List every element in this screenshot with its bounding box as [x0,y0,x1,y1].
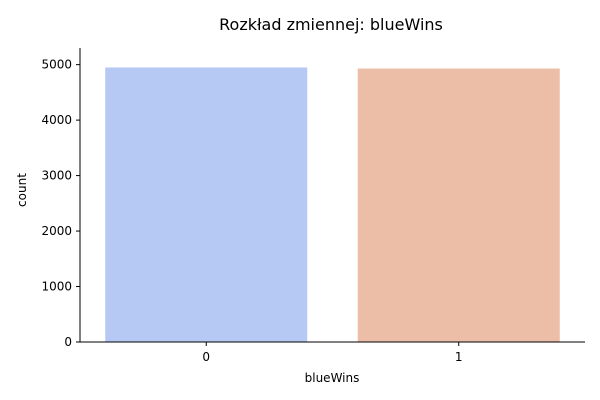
x-tick-label: 1 [455,350,463,364]
y-tick-label: 2000 [41,224,72,238]
y-tick-label: 4000 [41,113,72,127]
y-axis-label: count [15,173,29,207]
bar-0 [105,67,308,342]
y-tick-label: 1000 [41,280,72,294]
y-ticks-group: 0 1000 2000 3000 4000 5000 [41,58,80,349]
x-tick-label: 0 [202,350,210,364]
y-tick-label: 3000 [41,169,72,183]
y-tick-label: 5000 [41,58,72,72]
y-tick-label: 0 [64,335,72,349]
bar-1 [357,68,560,342]
chart-title: Rozkład zmiennej: blueWins [219,15,443,34]
x-axis-label: blueWins [305,371,360,385]
bars-group [105,67,560,342]
